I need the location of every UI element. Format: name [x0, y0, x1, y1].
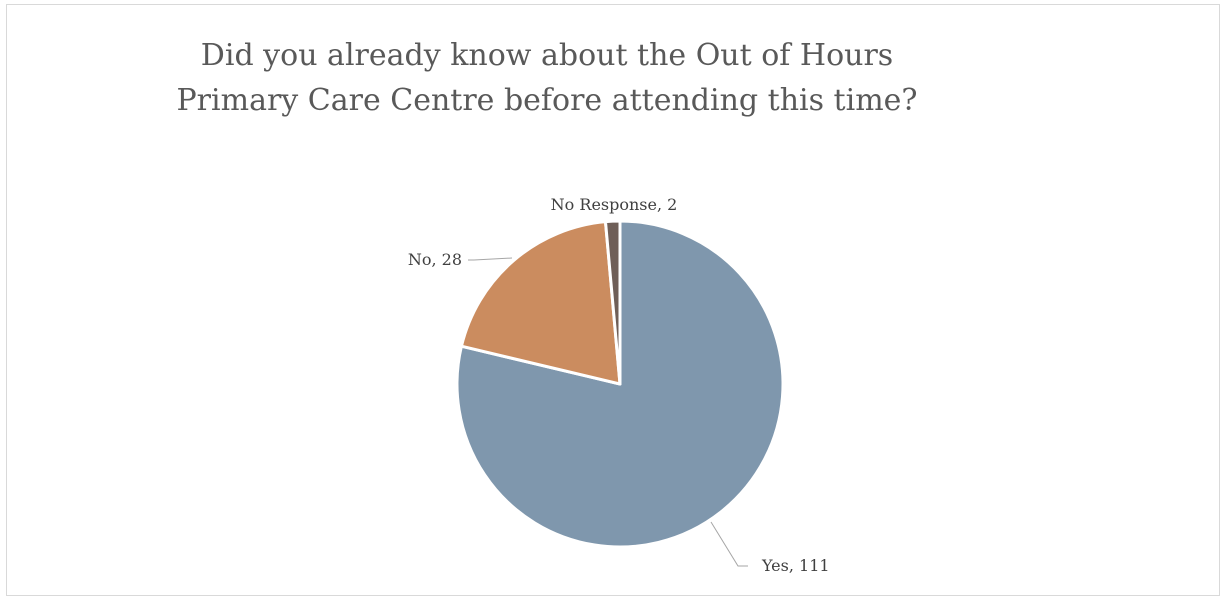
chart-title: Did you already know about the Out of Ho…	[176, 38, 918, 118]
data-label-no: No, 28	[408, 250, 462, 269]
leader-line-no	[468, 257, 513, 261]
data-labels: Yes, 111 No, 28 No Response, 2	[408, 195, 830, 575]
data-label-yes: Yes, 111	[761, 556, 830, 575]
leader-line-yes	[710, 521, 748, 567]
pie-slice-no-response	[603, 219, 622, 386]
data-label-no-response: No Response, 2	[551, 195, 678, 214]
pie-slices	[455, 219, 785, 549]
pie-slice-no	[459, 220, 622, 386]
leader-lines	[468, 257, 748, 567]
